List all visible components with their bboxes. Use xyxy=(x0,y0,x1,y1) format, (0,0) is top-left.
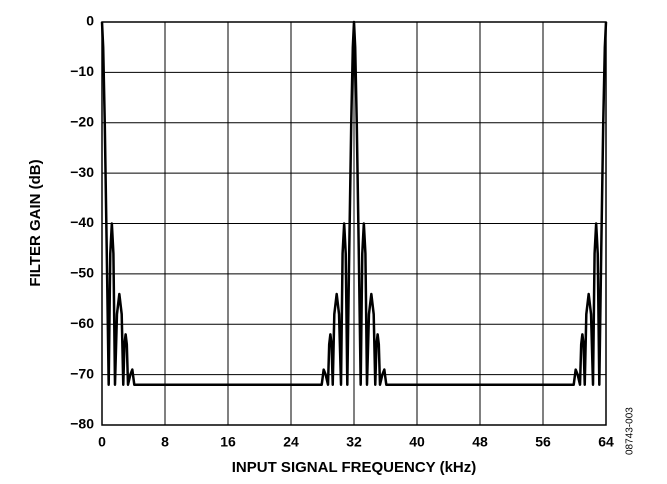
x-tick-label: 16 xyxy=(220,434,236,450)
figure-id: 08743-003 xyxy=(625,407,636,455)
x-tick-label: 24 xyxy=(283,434,299,450)
x-tick-label: 32 xyxy=(346,434,362,450)
y-axis-title: FILTER GAIN (dB) xyxy=(27,159,44,286)
x-tick-label: 56 xyxy=(535,434,551,450)
y-tick-label: −40 xyxy=(70,214,94,230)
x-tick-label: 64 xyxy=(598,434,614,450)
x-tick-label: 40 xyxy=(409,434,425,450)
gain-line xyxy=(100,20,608,386)
x-axis-title: INPUT SIGNAL FREQUENCY (kHz) xyxy=(232,459,476,476)
y-tick-label: −50 xyxy=(70,265,94,281)
y-tick-label: −30 xyxy=(70,164,94,180)
y-tick-label: −60 xyxy=(70,315,94,331)
x-tick-label: 8 xyxy=(161,434,169,450)
y-tick-label: −80 xyxy=(70,416,94,432)
x-tick-label: 48 xyxy=(472,434,488,450)
y-tick-label: 0 xyxy=(86,13,94,29)
y-tick-label: −20 xyxy=(70,113,94,129)
y-tick-label: −70 xyxy=(70,365,94,381)
x-tick-label: 0 xyxy=(98,434,106,450)
y-tick-label: −10 xyxy=(70,63,94,79)
